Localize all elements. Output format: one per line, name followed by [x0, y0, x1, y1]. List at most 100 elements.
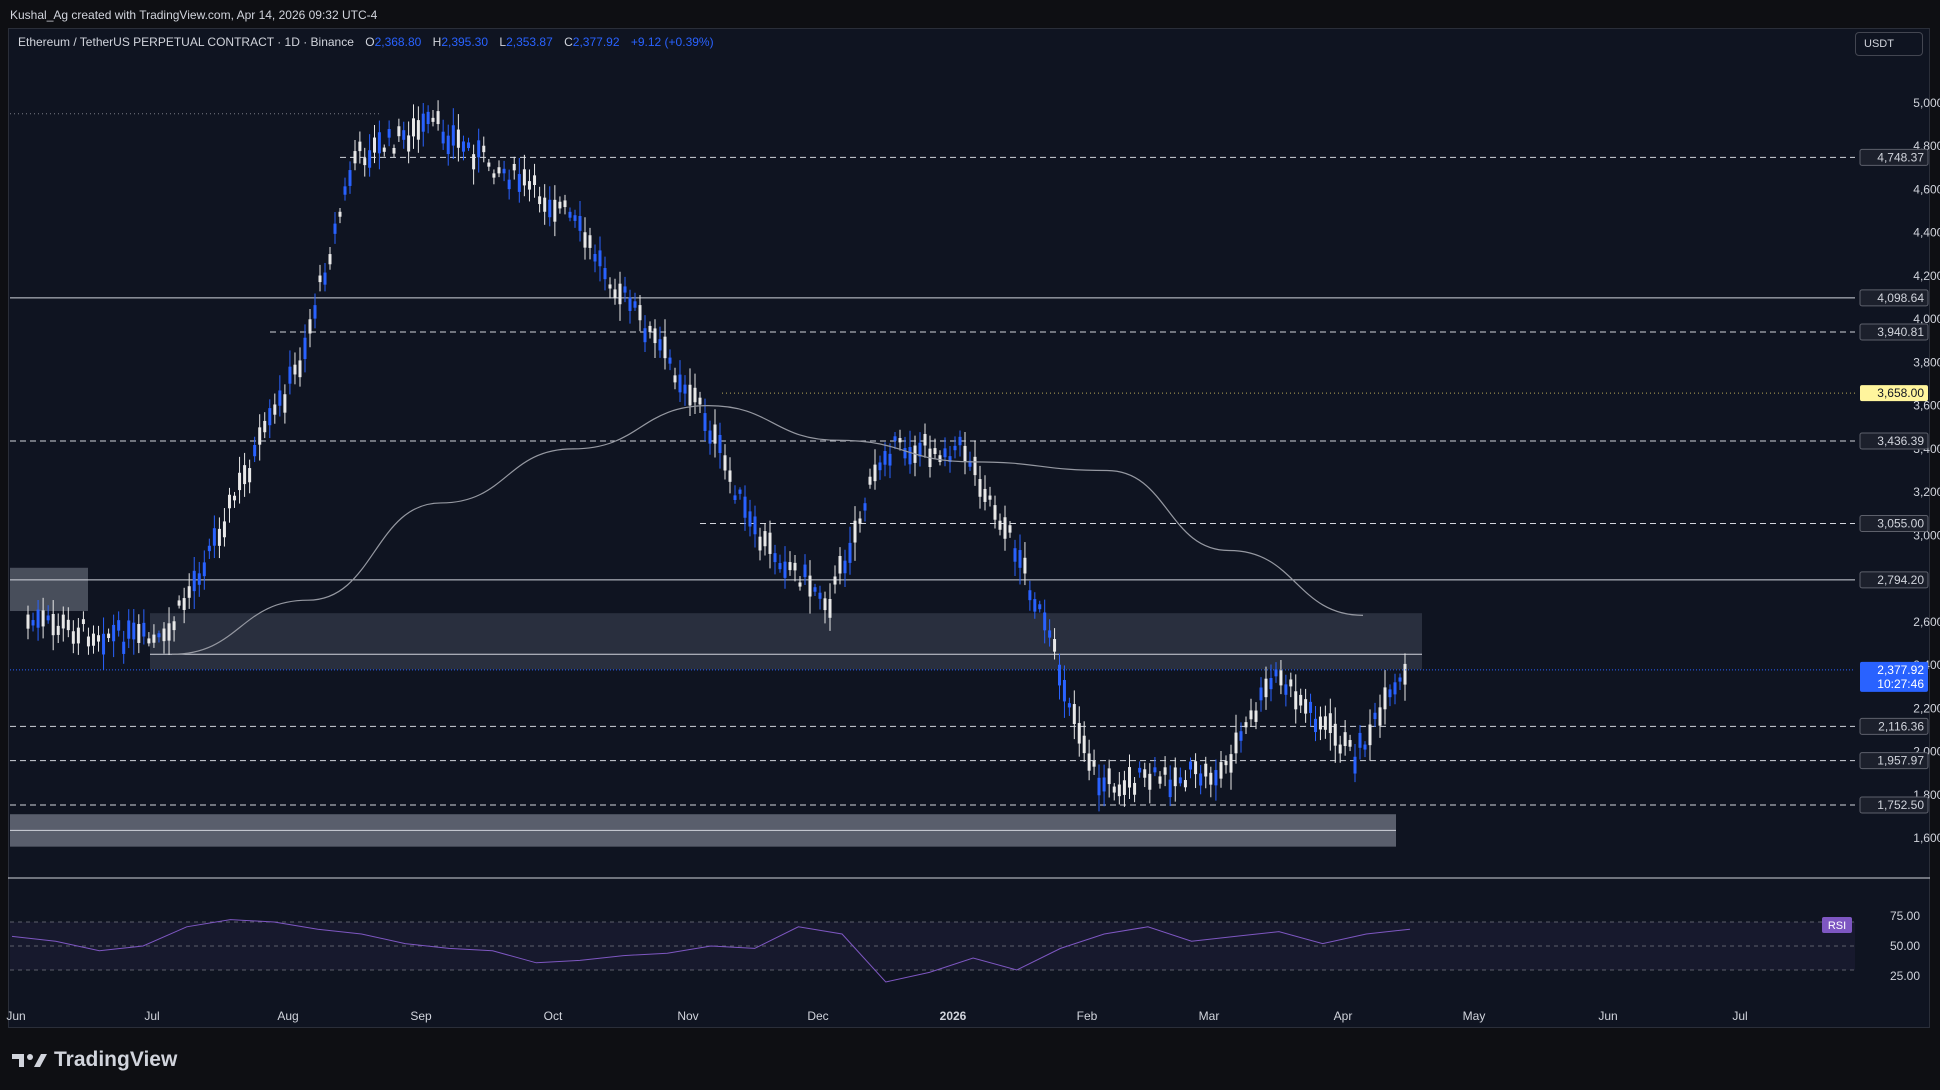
candle-body — [1112, 786, 1116, 793]
candle-body — [628, 297, 632, 311]
candle-body — [908, 447, 912, 465]
candle-body — [998, 520, 1002, 530]
candle-body — [883, 451, 887, 465]
level-tag-bg — [1859, 717, 1929, 735]
candle-body — [1259, 687, 1263, 701]
candle-body — [1323, 716, 1327, 730]
candle-body — [187, 586, 191, 598]
candle-body — [973, 456, 977, 476]
tradingview-logo[interactable]: TradingView — [12, 1048, 177, 1072]
candle-body — [202, 562, 206, 577]
candle-body — [456, 129, 460, 148]
candle-body — [102, 633, 106, 655]
candle-body — [1289, 679, 1293, 687]
moving-average-line — [171, 405, 1364, 655]
candle-body — [1239, 731, 1243, 741]
candle-body — [653, 328, 657, 344]
candle-body — [182, 598, 186, 610]
candle-body — [1358, 732, 1362, 748]
time-tick-label: Oct — [544, 1009, 563, 1023]
candle-body — [863, 503, 867, 511]
candle-body — [402, 130, 406, 140]
candle-body — [122, 641, 126, 654]
candle-body — [303, 337, 307, 360]
candle-body — [768, 532, 772, 554]
candle-body — [1333, 723, 1337, 746]
candle-body — [472, 154, 476, 170]
countdown-label: 10:27:46 — [1877, 677, 1924, 691]
candle-body — [578, 216, 582, 231]
candle-body — [778, 563, 782, 570]
rsi-tick-label: 75.00 — [1890, 909, 1920, 923]
level-tag-label: 4,098.64 — [1877, 291, 1924, 305]
high-label: H — [432, 35, 442, 49]
candle-body — [1224, 760, 1228, 766]
candle-body — [583, 232, 587, 248]
candle-body — [1403, 663, 1407, 685]
candle-body — [358, 141, 362, 152]
candle-body — [1229, 754, 1233, 773]
tradingview-icon — [12, 1054, 47, 1067]
candles — [26, 100, 1407, 812]
price-tick-label: 4,200.00 — [1913, 269, 1940, 283]
candle-body — [638, 305, 642, 321]
candle-body — [308, 319, 312, 334]
chart-frame[interactable] — [8, 28, 1930, 1028]
candle-body — [853, 520, 857, 543]
price-tick-label: 3,800.00 — [1913, 355, 1940, 369]
candle-body — [748, 511, 752, 527]
candle-body — [36, 609, 40, 628]
candle-body — [888, 453, 892, 466]
price-axis: 5,000.004,800.004,600.004,400.004,200.00… — [1859, 96, 1940, 845]
ohlc-legend: Ethereum / TetherUS PERPETUAL CONTRACT ·… — [18, 35, 714, 49]
candle-body — [798, 582, 802, 587]
level-tag-bg — [1860, 385, 1928, 402]
candle-body — [1107, 768, 1111, 785]
candle-body — [293, 364, 297, 375]
candle-body — [318, 275, 322, 283]
candle-body — [873, 464, 877, 482]
candle-body — [683, 384, 687, 394]
candle-body — [1314, 718, 1317, 733]
candle-body — [377, 132, 381, 154]
rsi-line — [11, 919, 1411, 983]
price-tick-label: 2,600.00 — [1913, 615, 1940, 629]
candle-body — [1067, 703, 1071, 708]
candle-body — [643, 328, 647, 343]
price-tick-label: 3,200.00 — [1913, 485, 1940, 499]
candle-body — [693, 387, 697, 403]
level-tag-label: 3,658.00 — [1877, 386, 1924, 400]
candle-body — [233, 495, 237, 501]
candle-body — [903, 448, 907, 459]
candle-body — [502, 168, 506, 174]
candle-body — [678, 374, 682, 393]
candle-body — [387, 129, 391, 138]
currency-button[interactable]: USDT — [1855, 32, 1923, 56]
candle-body — [172, 621, 176, 631]
candle-body — [147, 638, 151, 644]
time-tick-label: Nov — [677, 1009, 698, 1023]
candle-body — [758, 536, 762, 551]
candle-body — [1318, 716, 1322, 730]
candle-body — [1264, 678, 1268, 698]
level-tag-bg — [1859, 752, 1929, 770]
candle-body — [663, 336, 667, 359]
level-tag-label: 1,752.50 — [1877, 798, 1924, 812]
candle-body — [71, 631, 75, 644]
candle-body — [958, 436, 962, 446]
candle-body — [708, 430, 712, 444]
candle-body — [698, 397, 702, 405]
time-tick-label: Jul — [144, 1009, 159, 1023]
candle-body — [1353, 756, 1357, 774]
symbol-title[interactable]: Ethereum / TetherUS PERPETUAL CONTRACT ·… — [18, 35, 354, 49]
candle-body — [51, 613, 55, 636]
rsi-tag — [1822, 917, 1852, 933]
open-value: 2,368.80 — [374, 35, 422, 49]
candle-body — [426, 111, 430, 125]
candle-body — [222, 521, 226, 538]
candle-body — [107, 633, 111, 639]
candle-body — [1173, 767, 1177, 787]
candle-body — [848, 542, 852, 563]
candle-body — [283, 394, 287, 413]
